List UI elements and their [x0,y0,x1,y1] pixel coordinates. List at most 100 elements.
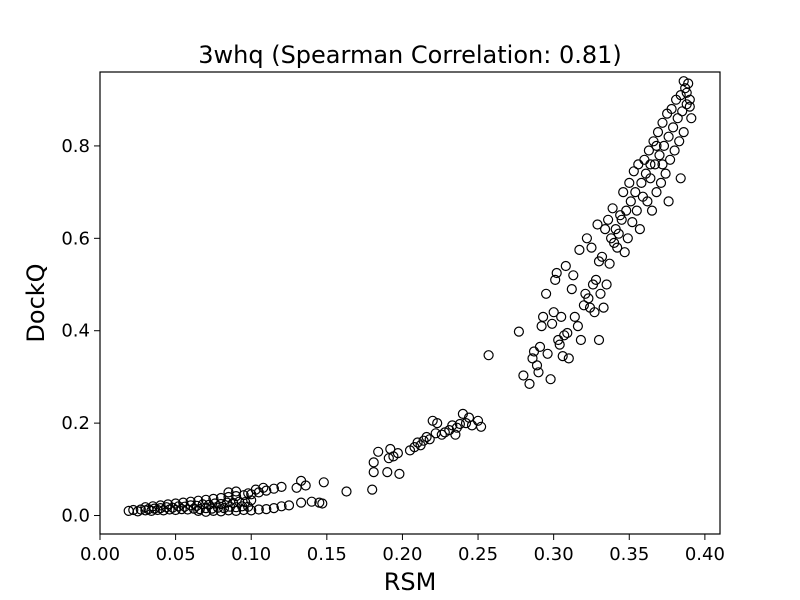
x-tick-label: 0.40 [685,544,725,565]
data-point [341,486,352,497]
data-point [208,493,219,504]
data-point [643,145,655,156]
data-point [624,177,635,188]
data-point [223,491,234,503]
plot-frame [99,71,721,535]
data-point [450,429,461,440]
data-point [178,497,189,508]
data-point [146,505,157,516]
data-point [296,497,307,508]
data-point [418,435,429,446]
data-point [534,341,546,352]
data-point [649,159,661,170]
data-point [574,244,585,255]
data-point [223,487,234,498]
data-point [601,279,612,290]
data-point [261,485,272,496]
data-point [566,284,577,295]
data-point [185,500,196,511]
data-point [155,500,166,511]
data-point [625,196,636,207]
data-point [261,504,272,515]
data-point [589,307,600,318]
data-point [563,353,574,364]
data-point [621,205,632,216]
x-tick-label: 0.30 [534,544,574,565]
x-tick-label: 0.10 [231,544,271,565]
data-point [206,503,217,514]
data-point [373,446,384,457]
data-point [215,506,227,517]
data-point [392,448,403,459]
data-point [436,429,447,440]
data-point [421,431,432,443]
data-point [424,434,435,445]
chart-title: 3whq (Spearman Correlation: 0.81) [198,41,622,69]
data-point [193,495,204,506]
data-point [657,159,668,170]
data-point [599,224,611,235]
data-point [200,494,211,505]
data-point [531,360,543,371]
data-point [128,504,139,516]
data-point [176,504,187,515]
x-tick-label: 0.05 [156,544,196,565]
data-point [300,480,311,491]
data-point [674,136,685,147]
data-point [451,422,462,433]
data-point [231,505,242,516]
data-point [586,242,597,253]
data-point [686,113,697,124]
data-point [200,506,211,517]
data-point [568,270,579,281]
data-point [678,76,689,87]
data-point [660,168,671,179]
data-point [593,334,605,346]
data-point [572,321,584,332]
data-point [595,288,606,299]
x-tick-label: 0.35 [609,544,649,565]
data-point [598,302,609,313]
data-point [664,154,676,165]
data-point [631,205,642,216]
data-point [681,87,692,98]
y-tick-label: 0.4 [61,321,90,342]
data-point [430,428,441,439]
data-point [276,481,287,492]
data-point [412,437,423,448]
data-point [367,484,378,495]
x-tick-label: 0.25 [458,544,498,565]
data-point [612,242,623,253]
data-point [466,420,478,431]
data-point [666,103,677,115]
data-point [669,145,680,156]
y-tick-label: 0.2 [61,413,90,434]
data-point [663,196,674,207]
y-tick-label: 0.8 [61,136,90,157]
data-point [556,311,567,322]
data-point [628,166,639,177]
data-point [663,131,674,142]
data-point [536,321,547,332]
data-point [368,467,379,478]
data-point [569,311,580,322]
data-point [590,274,602,285]
data-point [592,219,603,230]
data-point [533,367,544,378]
data-point [651,187,662,198]
data-point [636,177,647,188]
data-point [162,499,174,510]
data-point [596,251,608,262]
data-point [630,187,641,198]
data-point [642,196,653,207]
data-point [613,228,624,239]
data-point [246,505,257,516]
data-point [581,233,593,244]
data-point [193,505,204,516]
data-point [368,457,379,468]
data-point [634,224,646,235]
data-point [283,500,295,511]
data-point [633,159,644,170]
data-point [655,177,667,188]
